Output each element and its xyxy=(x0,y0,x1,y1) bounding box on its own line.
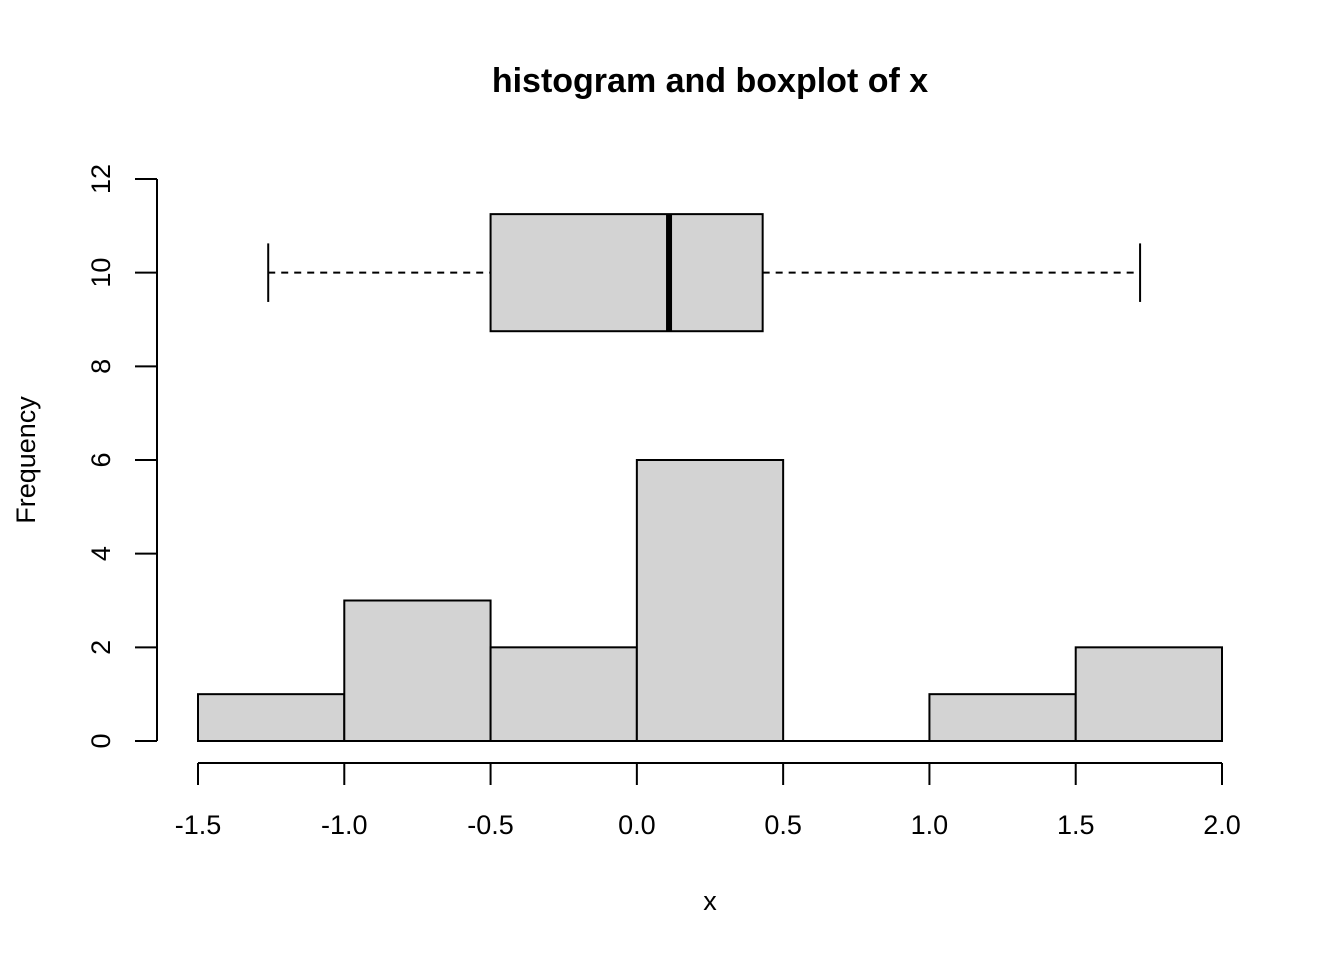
histogram-bars xyxy=(197,459,1223,743)
x-tick-label: -1.0 xyxy=(321,810,368,840)
y-tick-label: 10 xyxy=(86,258,116,288)
x-tick-label: -1.5 xyxy=(175,810,222,840)
y-tick-label: 0 xyxy=(86,733,116,748)
x-tick-label: 1.0 xyxy=(911,810,949,840)
y-axis-label: Frequency xyxy=(11,396,41,524)
histogram-bar xyxy=(928,693,1077,743)
histogram-bar xyxy=(489,646,638,742)
chart-title: histogram and boxplot of x xyxy=(492,62,928,100)
y-tick-label: 4 xyxy=(86,546,116,561)
y-axis: 0 2 4 6 8 10 12 xyxy=(86,164,158,749)
x-tick-label: 0.0 xyxy=(618,810,656,840)
y-tick-label: 8 xyxy=(86,359,116,374)
x-axis-label: x xyxy=(703,886,717,916)
boxplot-box xyxy=(489,213,764,333)
histogram-bar xyxy=(635,459,785,742)
x-tick-label: 2.0 xyxy=(1203,810,1241,840)
y-tick-label: 6 xyxy=(86,452,116,467)
x-tick-label: -0.5 xyxy=(467,810,514,840)
x-axis: -1.5 -1.0 -0.5 0.0 0.5 1.0 1.5 2.0 xyxy=(175,762,1241,840)
x-tick-label: 1.5 xyxy=(1057,810,1095,840)
histogram-bar xyxy=(1074,646,1223,742)
x-tick-label: 0.5 xyxy=(764,810,802,840)
boxplot xyxy=(267,213,1142,333)
y-tick-label: 12 xyxy=(86,164,116,194)
histogram-bar xyxy=(343,599,492,742)
histogram-bar xyxy=(197,693,346,743)
y-tick-label: 2 xyxy=(86,640,116,655)
